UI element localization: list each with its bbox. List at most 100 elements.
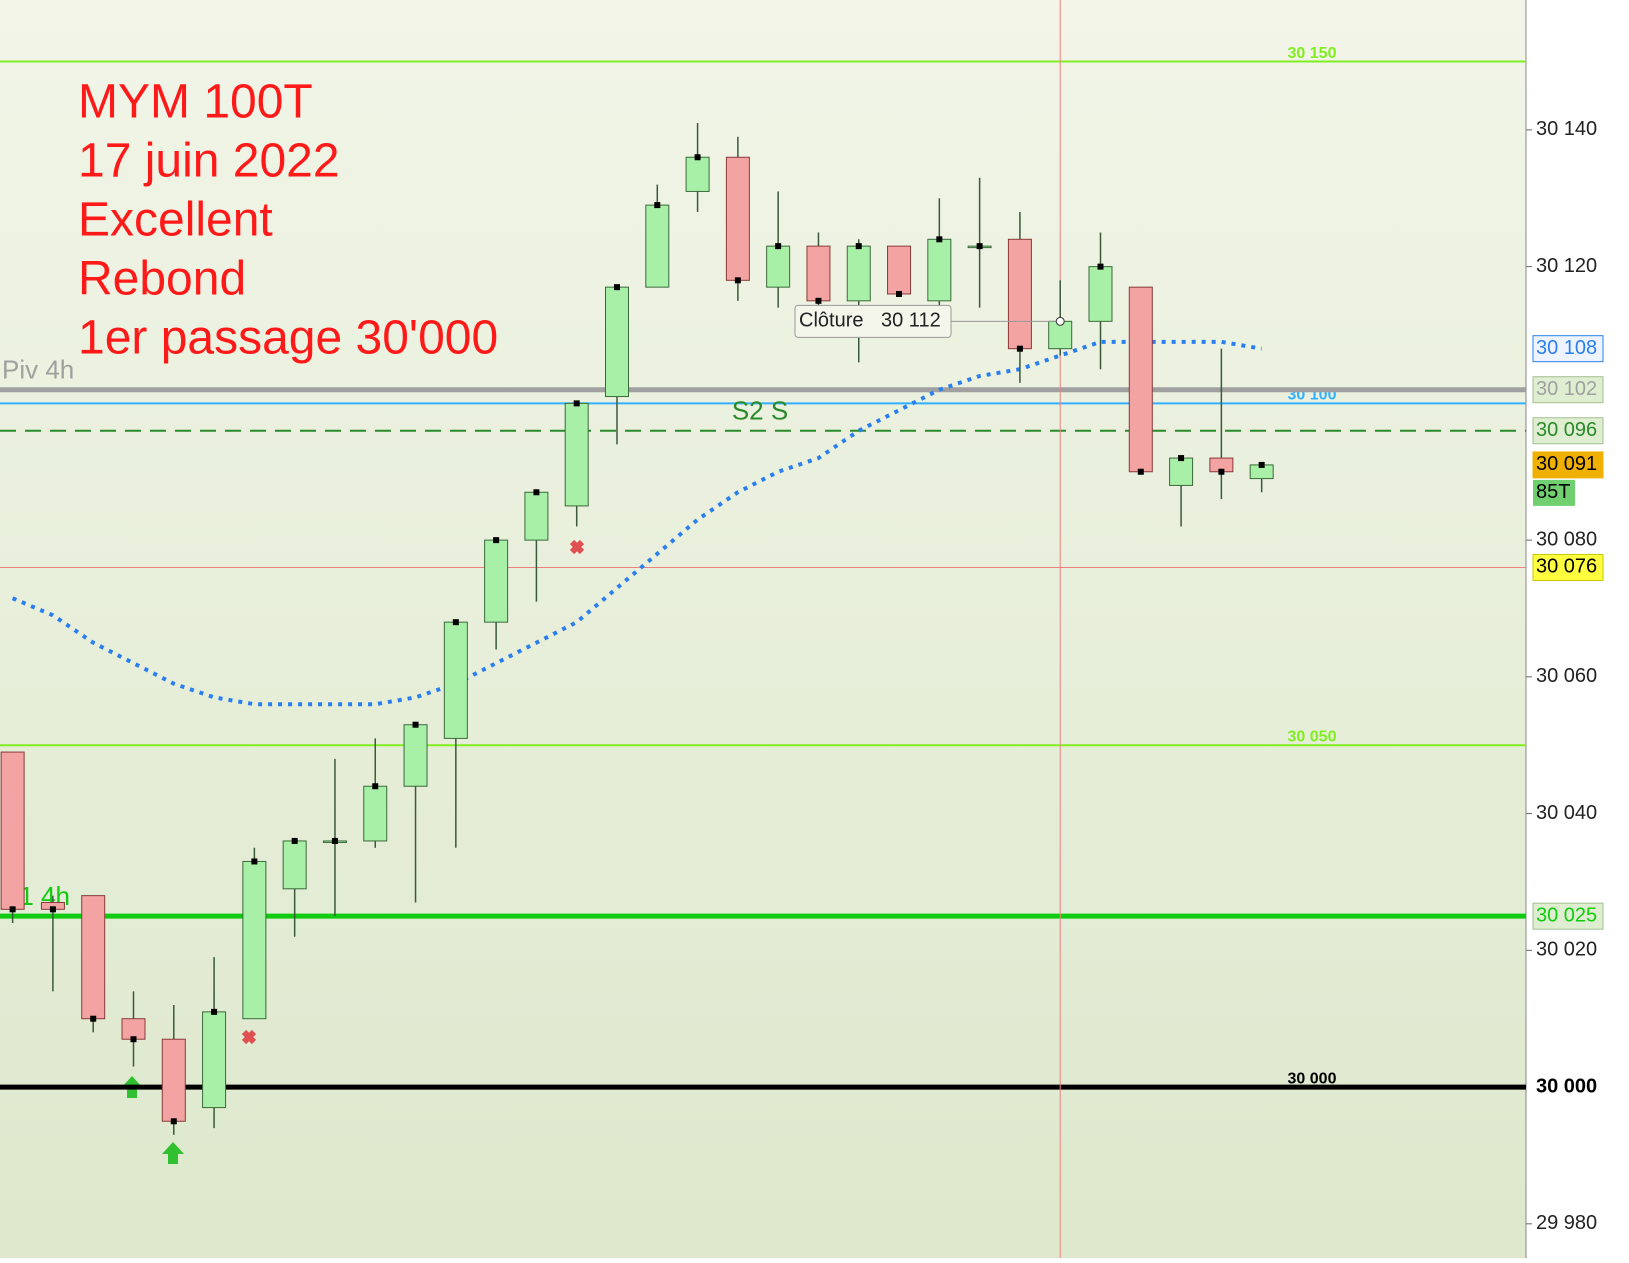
candle-body <box>645 204 670 288</box>
candle-body <box>443 621 468 739</box>
price-badge-label: 30 091 <box>1536 453 1597 475</box>
buy-marker <box>162 1142 184 1164</box>
close-tick <box>573 400 580 407</box>
candle-body <box>524 491 549 541</box>
close-tick <box>331 837 338 844</box>
axis-badge-label: 30 096 <box>1536 419 1597 441</box>
axis-background <box>1526 0 1629 1258</box>
y-tick-label: 29 980 <box>1536 1212 1597 1234</box>
axis-badge-label: 30 025 <box>1536 904 1597 926</box>
axis-badge-label: 30 000 <box>1536 1075 1597 1097</box>
sell-marker <box>241 1029 257 1045</box>
candle-body <box>1088 266 1113 322</box>
axis-badge <box>1532 417 1604 445</box>
y-tick-label: 30 040 <box>1536 802 1597 824</box>
candle-body <box>484 539 509 623</box>
axis-badge-label: 30 102 <box>1536 378 1597 400</box>
close-tick <box>654 202 661 209</box>
price-badge <box>1532 451 1604 479</box>
close-tick <box>1178 455 1185 462</box>
candle-body <box>161 1038 186 1122</box>
y-tick-label: 30 120 <box>1536 255 1597 277</box>
close-tick <box>734 277 741 284</box>
close-tick <box>694 154 701 161</box>
candle-body <box>604 286 629 398</box>
axis-badge <box>1532 553 1604 581</box>
candle-body <box>1007 238 1032 350</box>
close-tick <box>613 284 620 291</box>
close-tick <box>1258 461 1265 468</box>
close-tick <box>291 837 298 844</box>
close-tick <box>251 858 258 865</box>
level-name: Piv 4h <box>2 355 74 385</box>
candle-body <box>685 156 710 192</box>
close-tick <box>775 243 782 250</box>
tooltip-label: Clôture <box>799 310 863 332</box>
close-tick <box>1137 468 1144 475</box>
close-tick <box>1218 468 1225 475</box>
crosshair-point <box>1055 316 1065 326</box>
tick-counter: 85T <box>1536 481 1570 503</box>
candle-body <box>564 402 589 507</box>
axis-badge-label: 30 076 <box>1536 556 1597 578</box>
candle-body <box>363 785 388 842</box>
candle-body <box>846 245 871 302</box>
level-name: S2 S <box>732 396 788 426</box>
close-tick <box>815 297 822 304</box>
close-tick <box>976 243 983 250</box>
y-tick-label: 30 080 <box>1536 528 1597 550</box>
close-tick <box>452 619 459 626</box>
level-label: 30 050 <box>1288 728 1337 745</box>
close-tick <box>855 243 862 250</box>
close-tick <box>49 906 56 913</box>
candle-body <box>121 1018 146 1040</box>
candle-body <box>887 245 912 295</box>
close-tick <box>211 1008 218 1015</box>
y-tick-label: 30 140 <box>1536 118 1597 140</box>
candle-body <box>806 245 831 302</box>
y-tick-label: 30 020 <box>1536 939 1597 961</box>
annotation-line: Excellent <box>78 194 273 247</box>
candle-body <box>1128 286 1153 473</box>
tooltip-value: 30 112 <box>881 310 941 332</box>
price-badge-label: 30 108 <box>1536 337 1597 359</box>
close-tick <box>936 236 943 243</box>
plot-background <box>0 0 1526 1258</box>
moving-average <box>11 339 1262 707</box>
close-tick <box>412 721 419 728</box>
level-label: 30 150 <box>1288 45 1337 62</box>
tooltip-box <box>794 304 952 338</box>
close-tick <box>1016 345 1023 352</box>
close-tick <box>896 290 903 297</box>
annotation-line: Rebond <box>78 253 246 306</box>
candle-body <box>403 724 428 787</box>
annotation-line: MYM 100T <box>78 76 313 129</box>
close-tick <box>90 1015 97 1022</box>
close-tick <box>170 1118 177 1125</box>
sell-marker <box>569 539 585 555</box>
axis-badge <box>1532 902 1604 930</box>
annotation: MYM 100T 17 juin 2022 Excellent Rebond 1er p… <box>78 76 498 365</box>
candle-body <box>81 895 106 1020</box>
candle-body <box>202 1011 227 1109</box>
candle-body <box>242 860 267 1020</box>
candle-body <box>282 840 307 890</box>
axis-badge <box>1532 376 1604 404</box>
price-badge <box>1532 335 1604 363</box>
close-tick <box>130 1036 137 1043</box>
candle-body <box>0 751 25 910</box>
y-tick-label: 30 060 <box>1536 665 1597 687</box>
candle-body <box>1169 457 1194 486</box>
close-tick <box>372 783 379 790</box>
candle-body <box>725 156 750 281</box>
candle-body <box>766 245 791 288</box>
close-tick <box>1097 263 1104 270</box>
close-tick <box>9 906 16 913</box>
level-label: 30 000 <box>1288 1070 1337 1087</box>
annotation-line: 17 juin 2022 <box>78 135 340 188</box>
close-tick <box>533 489 540 496</box>
close-tick <box>493 537 500 544</box>
annotation-line: 1er passage 30'000 <box>78 312 498 365</box>
tick-counter-badge <box>1533 479 1575 506</box>
